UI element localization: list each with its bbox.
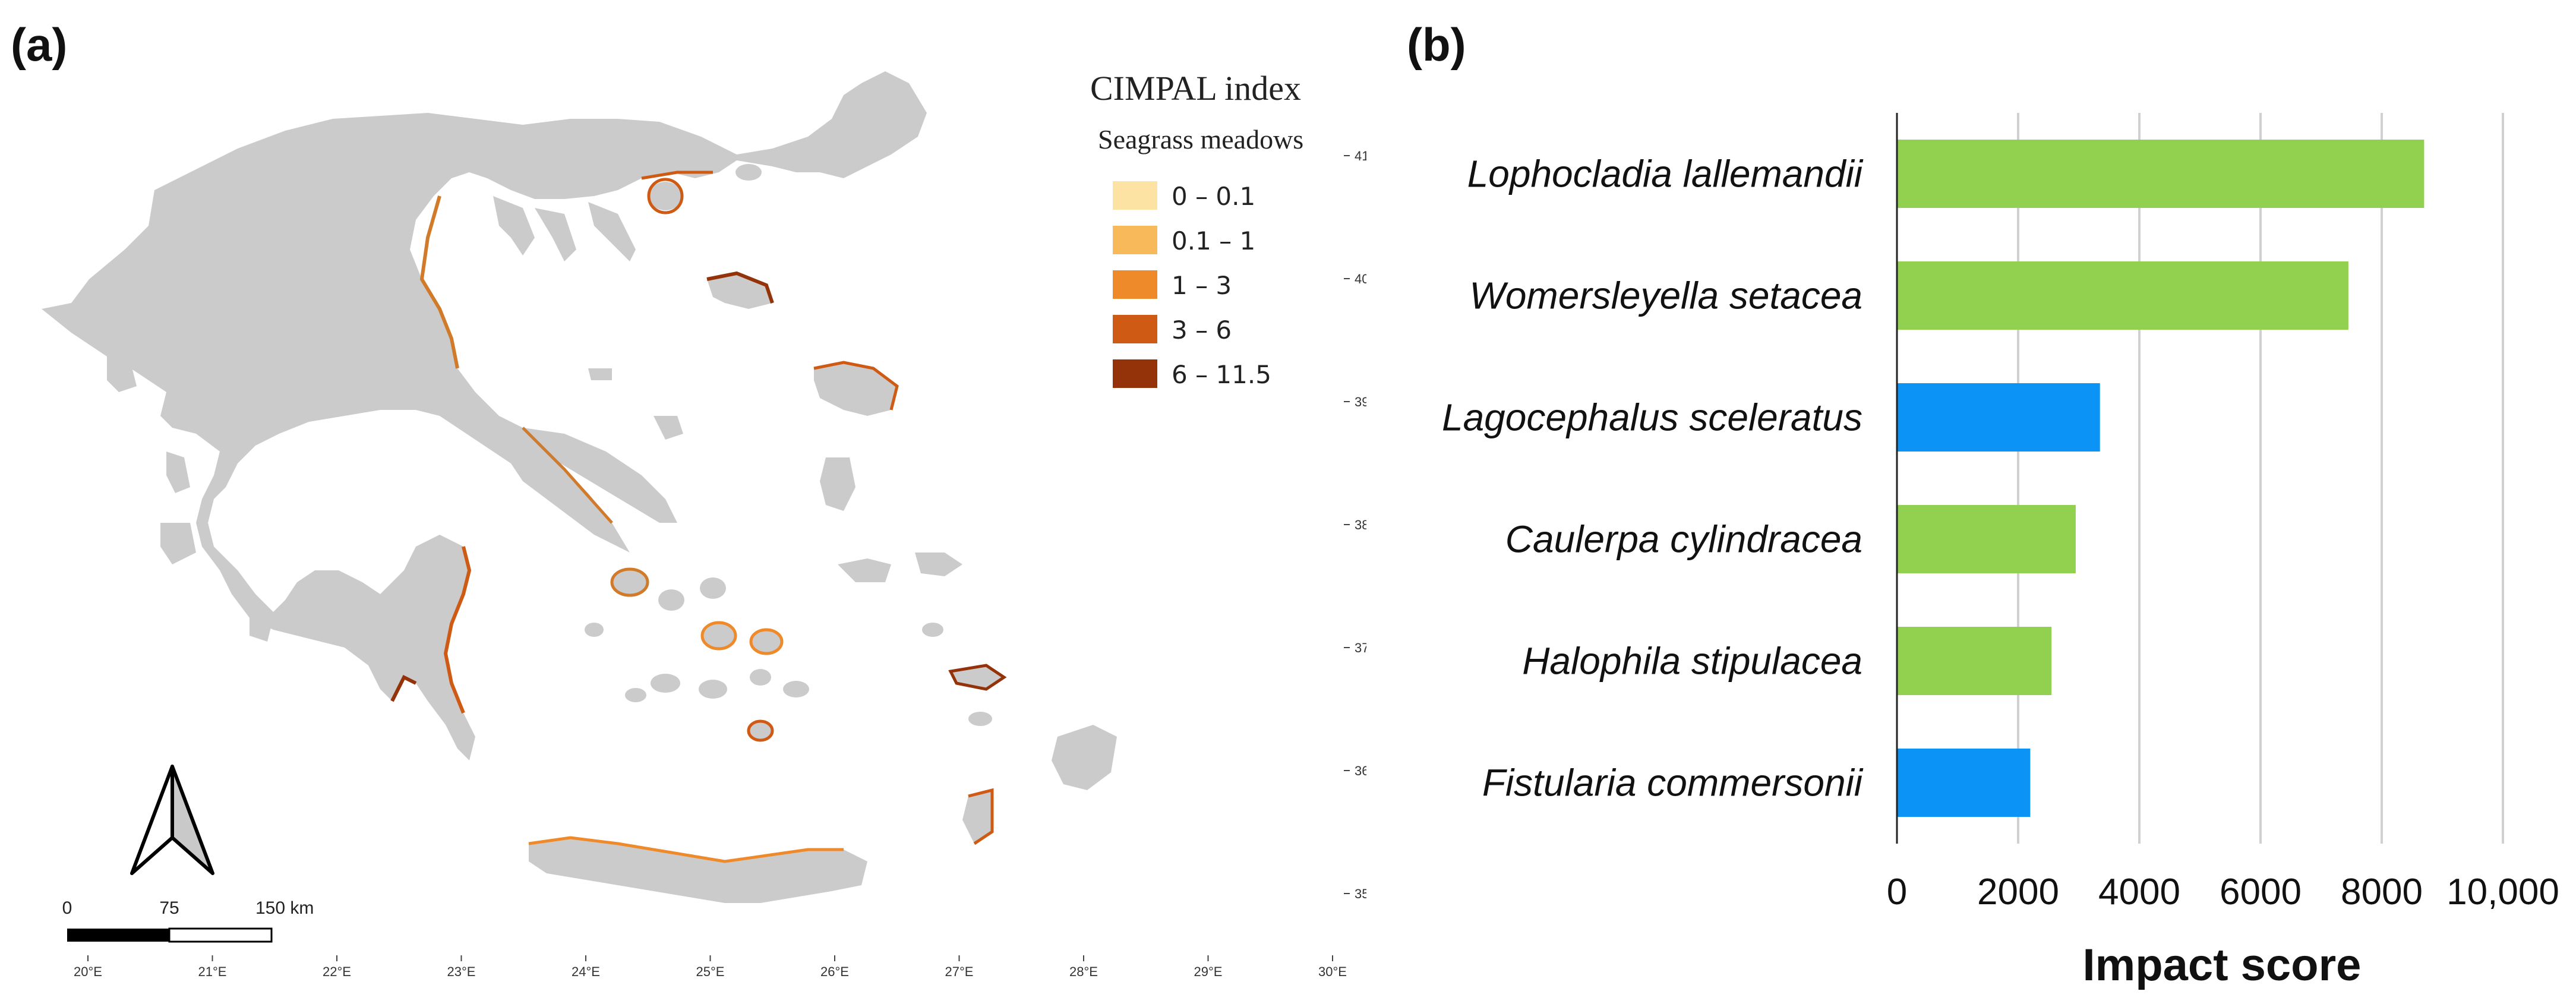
longitude-label: 22°E (323, 964, 351, 979)
scale-label-0: 0 (62, 898, 72, 918)
grid-lines (2017, 113, 2504, 844)
x-tick-label: 2000 (1977, 872, 2059, 913)
scale-bar: 0 75 150 km (62, 898, 314, 943)
north-arrow-icon (130, 765, 214, 875)
legend-title: CIMPAL index (1090, 69, 1301, 108)
latitude-labels: 41°N 40°N 39°N 38°N 37°N 36°N 35°N (1344, 149, 1366, 901)
longitude-label: 21°E (198, 964, 227, 979)
category-label: Lagocephalus sceleratus (1442, 396, 1862, 439)
x-tick-label: 4000 (2098, 872, 2180, 913)
latitude-label: 35°N (1355, 886, 1366, 901)
land-layer (42, 71, 1117, 903)
panel-a-label: (a) (11, 18, 68, 71)
greece-map: CIMPAL index Seagrass meadows 0 – 0.1 0.1… (42, 69, 1366, 979)
latitude-label: 38°N (1355, 517, 1366, 532)
legend-swatch (1113, 226, 1157, 254)
longitude-label: 24°E (572, 964, 600, 979)
category-labels: Lophocladia lallemandii Womersleyella set… (1442, 153, 1864, 804)
scale-label-150: 150 km (255, 898, 314, 918)
legend-swatch (1113, 359, 1157, 388)
longitude-label: 26°E (820, 964, 849, 979)
latitude-label: 39°N (1355, 394, 1366, 409)
category-label: Womersleyella setacea (1469, 274, 1862, 317)
longitude-labels: 20°E 21°E 22°E 23°E 24°E 25°E 26°E 27°E 28°E 29°E… (74, 955, 1347, 979)
legend-subtitle: Seagrass meadows (1098, 124, 1303, 154)
legend-swatch (1113, 315, 1157, 343)
x-axis-label: Impact score (2083, 940, 2362, 990)
longitude-label: 28°E (1069, 964, 1098, 979)
category-label: Fistularia commersonii (1482, 762, 1864, 804)
legend-label: 0 – 0.1 (1172, 182, 1255, 211)
longitude-label: 27°E (945, 964, 974, 979)
x-tick-label: 8000 (2341, 872, 2423, 913)
longitude-label: 25°E (696, 964, 725, 979)
x-tick-label: 0 (1887, 872, 1907, 913)
legend-entries: 0 – 0.1 0.1 – 1 1 – 3 3 – 6 6 – 11.5 (1113, 181, 1271, 389)
latitude-label: 40°N (1355, 272, 1366, 286)
x-tick-label: 6000 (2220, 872, 2302, 913)
legend-label: 1 – 3 (1172, 271, 1232, 300)
category-label: Halophila stipulacea (1522, 640, 1862, 683)
seagrass-coast (390, 171, 1007, 863)
bar (1897, 383, 2100, 452)
legend-swatch (1113, 270, 1157, 299)
legend-swatch (1113, 181, 1157, 210)
mainland (42, 71, 927, 760)
bar (1897, 140, 2425, 208)
map-legend: CIMPAL index Seagrass meadows 0 – 0.1 0.1… (1090, 69, 1303, 389)
x-tick-labels: 0 2000 4000 6000 8000 10,000 (1887, 872, 2559, 913)
impact-bar-chart: Lophocladia lallemandii Womersleyella set… (1442, 113, 2559, 990)
latitude-label: 41°N (1355, 149, 1366, 163)
x-tick-label: 10,000 (2446, 872, 2559, 913)
bar (1897, 505, 2076, 573)
legend-label: 6 – 11.5 (1172, 360, 1271, 389)
longitude-label: 29°E (1194, 964, 1223, 979)
longitude-label: 23°E (447, 964, 476, 979)
latitude-label: 36°N (1355, 763, 1366, 778)
legend-label: 3 – 6 (1172, 315, 1232, 345)
latitude-label: 37°N (1355, 640, 1366, 655)
panel-b-label: (b) (1407, 18, 1466, 71)
longitude-label: 30°E (1318, 964, 1347, 979)
category-label: Caulerpa cylindracea (1505, 518, 1862, 561)
bar (1897, 261, 2348, 330)
bar (1897, 627, 2052, 695)
bar (1897, 749, 2031, 817)
longitude-label: 20°E (74, 964, 102, 979)
category-label: Lophocladia lallemandii (1467, 153, 1864, 195)
legend-label: 0.1 – 1 (1172, 226, 1255, 255)
scale-label-75: 75 (159, 898, 179, 918)
bars (1897, 140, 2425, 817)
